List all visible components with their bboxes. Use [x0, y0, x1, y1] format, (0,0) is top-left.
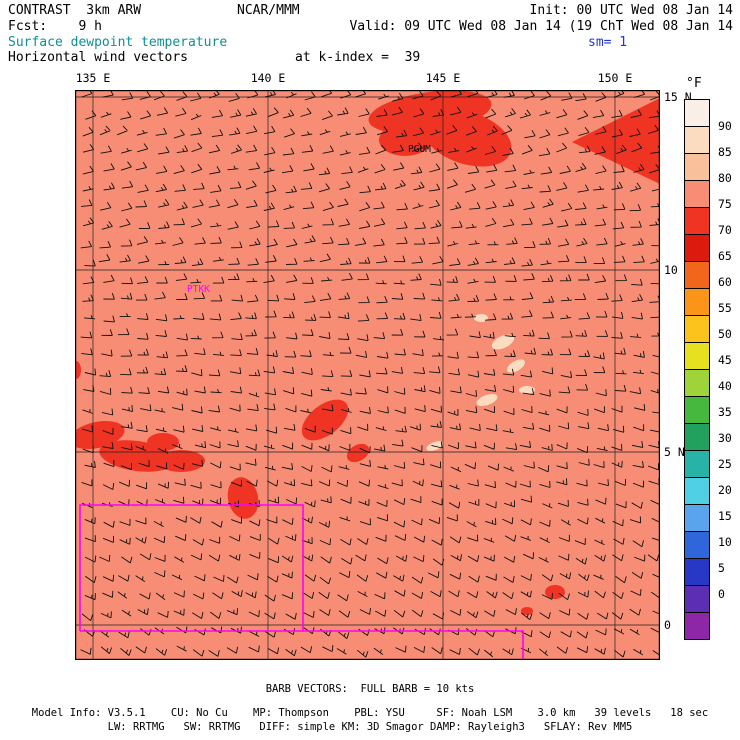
- colorbar-segment: [684, 315, 710, 343]
- dewpoint-field-layer: [75, 90, 660, 660]
- map-frame: [75, 90, 660, 660]
- colorbar-segment: [684, 126, 710, 154]
- colorbar-tick-label: 60: [718, 275, 732, 289]
- colorbar: °F 90 85 80 75 70 65 60 55 50 45 40 35 30 25 20 15 10 5 0: [684, 76, 732, 640]
- colorbar-segment: [684, 99, 710, 127]
- colorbar-segment: [684, 153, 710, 181]
- field-title: Surface dewpoint temperature: [8, 35, 228, 50]
- colorbar-segment: [684, 207, 710, 235]
- colorbar-segment: [684, 477, 710, 505]
- colorbar-tick-label: 10: [718, 535, 732, 549]
- latitude-tick-label: 15 N: [664, 90, 692, 104]
- longitude-tick-label: 145 E: [425, 71, 461, 85]
- colorbar-tick-label: 80: [718, 171, 732, 185]
- model-name: CONTRAST 3km ARW: [8, 3, 142, 18]
- colorbar-segment: [684, 612, 710, 640]
- colorbar-segment: [684, 369, 710, 397]
- colorbar-tick-label: 20: [718, 483, 732, 497]
- colorbar-tick-label: 50: [718, 327, 732, 341]
- colorbar-segment: [684, 234, 710, 262]
- colorbar-tick-label: 25: [718, 457, 732, 471]
- init-time: Init: 00 UTC Wed 08 Jan 14: [529, 3, 734, 18]
- latitude-tick-label: 5 N: [664, 445, 685, 459]
- colorbar-tick-label: 0: [718, 587, 725, 601]
- barb-legend: BARB VECTORS: FULL BARB = 10 kts: [265, 683, 475, 695]
- colorbar-segment: [684, 342, 710, 370]
- colorbar-tick-label: 90: [718, 119, 732, 133]
- colorbar-tick-label: 40: [718, 379, 732, 393]
- model-info-line-2: LW: RRTMG SW: RRTMG DIFF: simple KM: 3D …: [107, 721, 633, 733]
- station-labels: PGUM PTKK: [187, 144, 431, 295]
- map-plot: PGUM PTKK: [75, 90, 660, 660]
- colorbar-segment: [684, 585, 710, 613]
- longitude-tick-label: 150 E: [597, 71, 633, 85]
- colorbar-segment: [684, 450, 710, 478]
- colorbar-segment: [684, 504, 710, 532]
- colorbar-tick-label: 85: [718, 145, 732, 159]
- nested-domain-box: [79, 504, 524, 659]
- wind-barbs-layer: [80, 90, 660, 658]
- station-label: PGUM: [408, 144, 431, 155]
- colorbar-segments: [684, 99, 710, 640]
- colorbar-tick-label: 70: [718, 223, 732, 237]
- latitude-tick-label: 0: [664, 618, 671, 632]
- colorbar-segment: [684, 396, 710, 424]
- longitude-tick-label: 135 E: [75, 71, 111, 85]
- center-name: NCAR/MMM: [237, 3, 300, 18]
- field-subtitle: Horizontal wind vectors: [8, 50, 189, 65]
- colorbar-tick-label: 35: [718, 405, 732, 419]
- level-label: at k-index = 39: [295, 50, 421, 65]
- colorbar-segment: [684, 261, 710, 289]
- colorbar-tick-label: 30: [718, 431, 732, 445]
- forecast-hour: Fcst: 9 h: [8, 19, 102, 34]
- colorbar-segment: [684, 288, 710, 316]
- colorbar-segment: [684, 423, 710, 451]
- longitude-tick-label: 140 E: [250, 71, 286, 85]
- sm-label: sm= 1: [588, 35, 628, 50]
- station-label: PTKK: [187, 284, 210, 295]
- valid-time: Valid: 09 UTC Wed 08 Jan 14 (19 ChT Wed …: [349, 19, 733, 34]
- colorbar-segment: [684, 180, 710, 208]
- colorbar-tick-label: 5: [718, 561, 725, 575]
- colorbar-unit-label: °F: [686, 76, 702, 91]
- colorbar-segment: [684, 558, 710, 586]
- colorbar-tick-label: 55: [718, 301, 732, 315]
- colorbar-tick-label: 65: [718, 249, 732, 263]
- colorbar-tick-label: 15: [718, 509, 732, 523]
- colorbar-tick-label: 45: [718, 353, 732, 367]
- colorbar-segment: [684, 531, 710, 559]
- colorbar-tick-label: 75: [718, 197, 732, 211]
- model-info-line-1: Model Info: V3.5.1 CU: No Cu MP: Thompso…: [31, 707, 709, 719]
